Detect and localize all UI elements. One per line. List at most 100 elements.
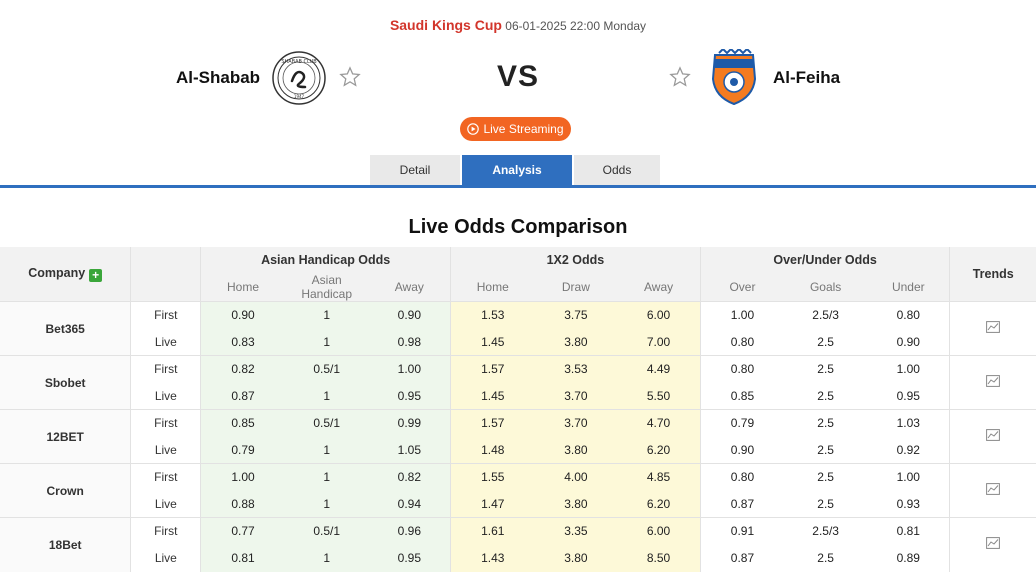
chart-icon[interactable] bbox=[986, 375, 1001, 387]
odds-cell[interactable]: 1 bbox=[284, 436, 369, 464]
odds-cell[interactable]: 2.5 bbox=[784, 382, 868, 410]
odds-cell[interactable]: 0.83 bbox=[200, 328, 285, 356]
tab-odds[interactable]: Odds bbox=[574, 155, 660, 185]
odds-cell[interactable]: 1.57 bbox=[450, 409, 535, 437]
odds-cell[interactable]: 0.80 bbox=[699, 328, 785, 356]
odds-cell[interactable]: 1.53 bbox=[450, 301, 535, 329]
odds-cell[interactable]: 3.80 bbox=[534, 436, 618, 464]
odds-cell[interactable]: 1.47 bbox=[450, 490, 535, 518]
odds-cell[interactable]: 0.90 bbox=[368, 301, 451, 329]
odds-cell[interactable]: 3.80 bbox=[534, 328, 618, 356]
odds-cell[interactable]: 7.00 bbox=[617, 328, 701, 356]
odds-cell[interactable]: 0.85 bbox=[200, 409, 285, 437]
odds-cell[interactable]: 1.45 bbox=[450, 328, 535, 356]
odds-cell[interactable]: 1.43 bbox=[450, 544, 535, 572]
odds-cell[interactable]: 0.77 bbox=[200, 517, 285, 545]
odds-cell[interactable]: 0.90 bbox=[867, 328, 950, 356]
odds-cell[interactable]: 2.5 bbox=[784, 544, 868, 572]
odds-cell[interactable]: 0.85 bbox=[699, 382, 785, 410]
odds-cell[interactable]: 1.57 bbox=[450, 355, 535, 383]
odds-cell[interactable]: 1.00 bbox=[867, 463, 950, 491]
odds-cell[interactable]: 2.5 bbox=[784, 490, 868, 518]
add-company-plus-icon[interactable]: + bbox=[89, 269, 103, 282]
odds-cell[interactable]: 0.99 bbox=[368, 409, 451, 437]
odds-cell[interactable]: 0.87 bbox=[200, 382, 285, 410]
odds-cell[interactable]: 3.70 bbox=[534, 382, 618, 410]
odds-cell[interactable]: 0.80 bbox=[699, 355, 785, 383]
odds-cell[interactable]: 4.85 bbox=[617, 463, 701, 491]
company-name[interactable]: 18Bet bbox=[0, 517, 132, 572]
odds-cell[interactable]: 0.98 bbox=[368, 328, 451, 356]
odds-cell[interactable]: 0.89 bbox=[867, 544, 950, 572]
odds-cell[interactable]: 0.79 bbox=[200, 436, 285, 464]
tab-analysis[interactable]: Analysis bbox=[462, 155, 572, 185]
chart-icon[interactable] bbox=[986, 537, 1001, 550]
live-streaming-button[interactable]: Live Streaming bbox=[460, 117, 571, 141]
company-name[interactable]: Crown bbox=[0, 463, 132, 518]
odds-cell[interactable]: 0.95 bbox=[867, 382, 950, 410]
odds-cell[interactable]: 0.95 bbox=[368, 544, 451, 572]
odds-cell[interactable]: 3.75 bbox=[534, 301, 618, 329]
odds-cell[interactable]: 0.79 bbox=[699, 409, 785, 437]
odds-cell[interactable]: 0.91 bbox=[699, 517, 785, 545]
odds-cell[interactable]: 2.5/3 bbox=[784, 517, 868, 545]
odds-cell[interactable]: 3.80 bbox=[534, 490, 618, 518]
odds-cell[interactable]: 5.50 bbox=[617, 382, 701, 410]
odds-cell[interactable]: 0.90 bbox=[699, 436, 785, 464]
odds-cell[interactable]: 0.81 bbox=[867, 517, 950, 545]
odds-cell[interactable]: 3.35 bbox=[534, 517, 618, 545]
odds-cell[interactable]: 2.5 bbox=[784, 436, 868, 464]
odds-cell[interactable]: 1.00 bbox=[368, 355, 451, 383]
odds-cell[interactable]: 1 bbox=[284, 301, 369, 329]
away-team-name[interactable]: Al-Feiha bbox=[773, 68, 841, 87]
favorite-home-star-icon[interactable] bbox=[339, 66, 361, 88]
odds-cell[interactable]: 4.49 bbox=[617, 355, 701, 383]
company-name[interactable]: 12BET bbox=[0, 409, 132, 464]
odds-cell[interactable]: 0.96 bbox=[368, 517, 451, 545]
odds-cell[interactable]: 1.61 bbox=[450, 517, 535, 545]
odds-cell[interactable]: 2.5 bbox=[784, 328, 868, 356]
odds-cell[interactable]: 0.5/1 bbox=[284, 355, 369, 383]
tab-detail[interactable]: Detail bbox=[370, 155, 460, 185]
odds-cell[interactable]: 1.00 bbox=[200, 463, 285, 491]
odds-cell[interactable]: 0.95 bbox=[368, 382, 451, 410]
trends-cell[interactable] bbox=[949, 463, 1036, 518]
odds-cell[interactable]: 0.88 bbox=[200, 490, 285, 518]
away-team-logo-icon[interactable] bbox=[709, 49, 759, 105]
odds-cell[interactable]: 1 bbox=[284, 490, 369, 518]
odds-cell[interactable]: 2.5 bbox=[784, 463, 868, 491]
odds-cell[interactable]: 1 bbox=[284, 382, 369, 410]
odds-cell[interactable]: 8.50 bbox=[617, 544, 701, 572]
odds-cell[interactable]: 1.00 bbox=[867, 355, 950, 383]
odds-cell[interactable]: 0.90 bbox=[200, 301, 285, 329]
odds-cell[interactable]: 6.20 bbox=[617, 490, 701, 518]
company-name[interactable]: Bet365 bbox=[0, 301, 132, 356]
odds-cell[interactable]: 1.03 bbox=[867, 409, 950, 437]
odds-cell[interactable]: 0.5/1 bbox=[284, 409, 369, 437]
odds-cell[interactable]: 0.82 bbox=[368, 463, 451, 491]
odds-cell[interactable]: 3.53 bbox=[534, 355, 618, 383]
odds-cell[interactable]: 1.05 bbox=[368, 436, 451, 464]
odds-cell[interactable]: 3.80 bbox=[534, 544, 618, 572]
odds-cell[interactable]: 0.87 bbox=[699, 544, 785, 572]
trends-cell[interactable] bbox=[949, 409, 1036, 464]
odds-cell[interactable]: 1.45 bbox=[450, 382, 535, 410]
odds-cell[interactable]: 1 bbox=[284, 463, 369, 491]
chart-icon[interactable] bbox=[986, 429, 1001, 441]
odds-cell[interactable]: 3.70 bbox=[534, 409, 618, 437]
odds-cell[interactable]: 0.82 bbox=[200, 355, 285, 383]
company-name[interactable]: Sbobet bbox=[0, 355, 132, 410]
odds-cell[interactable]: 4.00 bbox=[534, 463, 618, 491]
odds-cell[interactable]: 1.55 bbox=[450, 463, 535, 491]
trends-cell[interactable] bbox=[949, 517, 1036, 572]
odds-cell[interactable]: 0.81 bbox=[200, 544, 285, 572]
odds-cell[interactable]: 0.92 bbox=[867, 436, 950, 464]
odds-cell[interactable]: 2.5 bbox=[784, 355, 868, 383]
chart-icon[interactable] bbox=[986, 483, 1001, 495]
odds-cell[interactable]: 0.5/1 bbox=[284, 517, 369, 545]
odds-cell[interactable]: 2.5/3 bbox=[784, 301, 868, 329]
odds-cell[interactable]: 1 bbox=[284, 328, 369, 356]
league-name[interactable]: Saudi Kings Cup bbox=[389, 17, 502, 33]
odds-cell[interactable]: 1.00 bbox=[699, 301, 785, 329]
odds-cell[interactable]: 0.93 bbox=[867, 490, 950, 518]
